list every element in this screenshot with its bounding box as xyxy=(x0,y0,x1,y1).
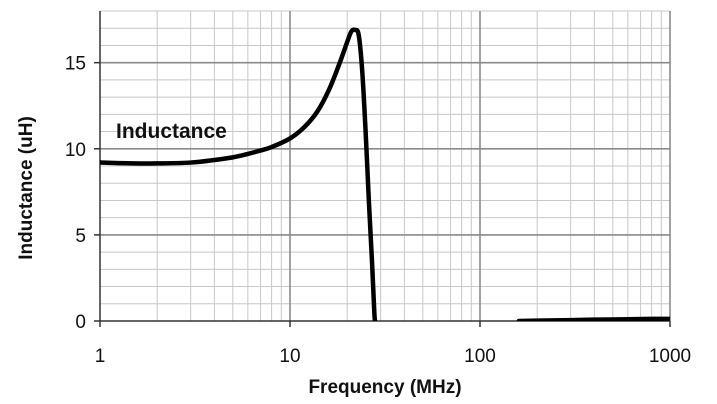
x-tick-label: 100 xyxy=(464,346,496,367)
x-tick-label: 10 xyxy=(279,346,300,367)
x-tick-label: 1 xyxy=(95,346,106,367)
series-line-inductance-tail xyxy=(516,316,670,321)
y-tick-label: 5 xyxy=(75,226,86,247)
x-tick-labels: 1 10 100 1000 xyxy=(95,346,691,367)
y-tick-label: 10 xyxy=(65,140,86,161)
series-line-inductance xyxy=(100,27,378,321)
major-grid xyxy=(94,11,671,327)
minor-grid xyxy=(100,10,670,321)
y-tick-labels: 0 5 10 15 xyxy=(65,54,86,333)
x-tick-label: 1000 xyxy=(649,346,691,367)
series-layer xyxy=(100,27,670,321)
y-tick-label: 15 xyxy=(65,54,86,75)
x-axis-title: Frequency (MHz) xyxy=(308,377,461,398)
series-annotation: Inductance xyxy=(116,120,227,143)
y-axis-title: Inductance (uH) xyxy=(16,116,37,260)
y-tick-label: 0 xyxy=(75,312,86,333)
